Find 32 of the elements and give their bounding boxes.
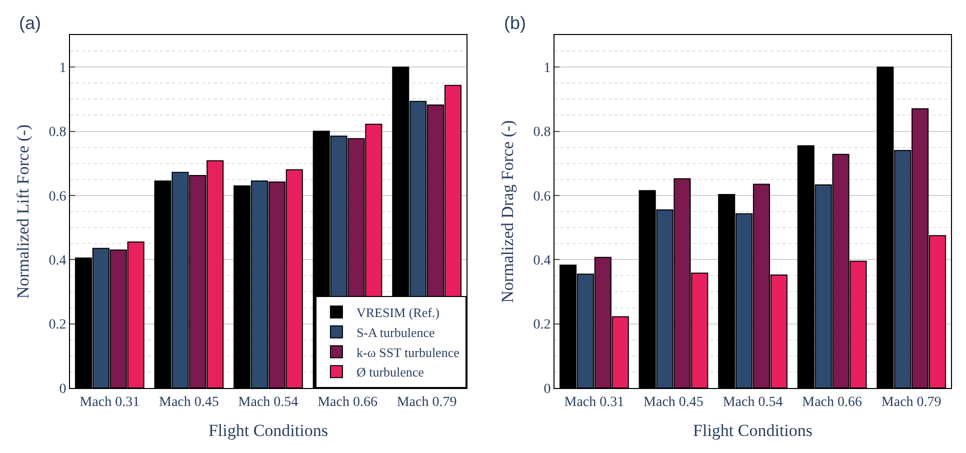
x-tick-label: Mach 0.45 [158, 394, 219, 410]
x-tick-label: Mach 0.54 [238, 394, 298, 410]
x-tick-label: Mach 0.31 [80, 394, 140, 410]
chart-title: (b) [504, 13, 526, 33]
y-tick-label: 0.4 [533, 254, 551, 269]
x-tick-label: Mach 0.54 [722, 394, 783, 410]
legend-label: S-A turbulence [356, 324, 436, 340]
x-tick-label: Mach 0.66 [318, 394, 378, 410]
legend-label: Ø turbulence [356, 364, 424, 380]
y-tick-label: 0 [59, 382, 66, 397]
legend-label: VRESIM (Ref.) [356, 305, 440, 320]
y-tick-label: 0.8 [48, 125, 66, 140]
x-axis-title: Flight Conditions [693, 421, 813, 440]
y-tick-label: 0.6 [533, 189, 551, 204]
y-tick-label: 1 [59, 60, 66, 76]
x-tick-label: Mach 0.66 [802, 394, 862, 410]
y-tick-label: 0 [544, 382, 551, 397]
x-tick-label: Mach 0.79 [396, 394, 457, 410]
chart-title: (a) [19, 13, 41, 33]
y-tick-label: 0.2 [533, 318, 551, 333]
legend-label: k-ω SST turbulence [356, 344, 460, 360]
x-tick-label: Mach 0.31 [564, 394, 624, 410]
y-axis-title: Normalized Drag Force (-) [498, 120, 517, 303]
y-tick-label: 0.4 [48, 254, 66, 269]
y-tick-label: 0.6 [48, 189, 66, 204]
y-tick-label: 0.2 [48, 318, 66, 333]
x-tick-label: Mach 0.79 [881, 394, 942, 410]
y-axis-title: Normalized Lift Force (-) [13, 124, 32, 299]
y-tick-label: 0.8 [533, 125, 551, 140]
y-tick-label: 1 [544, 60, 551, 76]
x-axis-title: Flight Conditions [208, 421, 328, 440]
x-tick-label: Mach 0.45 [644, 394, 704, 410]
